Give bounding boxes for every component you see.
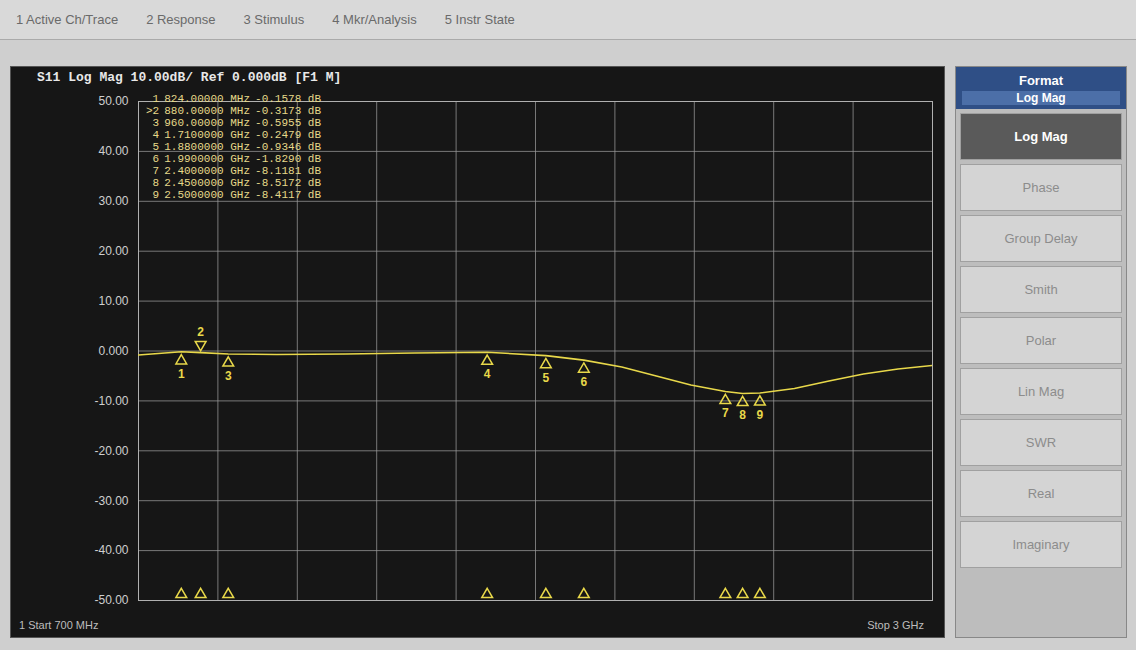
svg-text:-50.00: -50.00	[94, 593, 128, 607]
html-text:1 Active Ch/Trace: 1 Active Ch/Trace	[16, 12, 119, 27]
html-text:Group Delay: Group Delay	[1004, 231, 1078, 246]
html-text:1 824.00000 MHz: 1 824.00000 MHz	[152, 93, 250, 105]
svg-text:30.00: 30.00	[98, 194, 128, 208]
svg-text:40.00: 40.00	[98, 144, 128, 158]
html-text:Polar: Polar	[1025, 333, 1057, 348]
html-text:-0.1578 dB: -0.1578 dB	[255, 93, 321, 105]
svg-text:10.00: 10.00	[98, 294, 128, 308]
html-text:S11 Log Mag 10.00dB/ Ref 0.000: S11 Log Mag 10.00dB/ Ref 0.000dB [F1 M]	[37, 70, 342, 85]
html-text:Lin Mag: Lin Mag	[1017, 384, 1065, 399]
svg-text:-40.00: -40.00	[94, 543, 128, 557]
html-text:-8.1181 dB: -8.1181 dB	[255, 165, 321, 177]
svg-text:9: 9	[757, 408, 764, 422]
html-text:Smith: Smith	[1024, 282, 1058, 297]
html-text:Imaginary: Imaginary	[1012, 537, 1070, 552]
html-text:8 2.4500000 GHz: 8 2.4500000 GHz	[152, 177, 250, 189]
html-text:7 2.4000000 GHz: 7 2.4000000 GHz	[152, 165, 250, 177]
html-text:-1.8290 dB: -1.8290 dB	[255, 153, 321, 165]
html-text:4 Mkr/Analysis: 4 Mkr/Analysis	[332, 12, 417, 27]
html-text:6 1.9900000 GHz: 6 1.9900000 GHz	[152, 153, 250, 165]
svg-text:-30.00: -30.00	[94, 494, 128, 508]
svg-text:4: 4	[484, 367, 491, 381]
svg-text:0.000: 0.000	[98, 344, 128, 358]
html-text:>2 880.00000 MHz: >2 880.00000 MHz	[146, 105, 250, 117]
svg-text:5: 5	[543, 371, 550, 385]
html-text:4 1.7100000 GHz: 4 1.7100000 GHz	[152, 129, 250, 141]
html-text:-0.3173 dB: -0.3173 dB	[255, 105, 321, 117]
svg-text:50.00: 50.00	[98, 94, 128, 108]
html-text:Log Mag: Log Mag	[1014, 129, 1068, 144]
html-text:5 Instr State: 5 Instr State	[444, 12, 515, 27]
svg-text:3: 3	[225, 369, 232, 383]
html-text:2 Response: 2 Response	[146, 12, 216, 27]
html-text:Phase: Phase	[1022, 180, 1060, 195]
html-text:1 Start 700 MHz: 1 Start 700 MHz	[19, 619, 99, 631]
html-text:-8.5172 dB: -8.5172 dB	[255, 177, 321, 189]
html-text:-0.9346 dB: -0.9346 dB	[255, 141, 321, 153]
svg-text:1: 1	[178, 367, 185, 381]
svg-text:-10.00: -10.00	[94, 394, 128, 408]
html-text:SWR: SWR	[1025, 435, 1057, 450]
svg-text:7: 7	[722, 406, 729, 420]
html-text:3 960.00000 MHz: 3 960.00000 MHz	[152, 117, 250, 129]
html-text:Log Mag: Log Mag	[1016, 91, 1066, 105]
svg-text:20.00: 20.00	[98, 244, 128, 258]
html-text:Stop 3 GHz: Stop 3 GHz	[867, 619, 924, 631]
html-text:3 Stimulus: 3 Stimulus	[243, 12, 305, 27]
svg-text:2: 2	[197, 325, 204, 339]
html-text:-0.2479 dB: -0.2479 dB	[255, 129, 321, 141]
html-text:5 1.8800000 GHz: 5 1.8800000 GHz	[152, 141, 250, 153]
svg-text:8: 8	[739, 408, 746, 422]
html-text:9 2.5000000 GHz: 9 2.5000000 GHz	[152, 189, 250, 201]
svg-text:6: 6	[580, 375, 587, 389]
html-text:Real: Real	[1027, 486, 1055, 501]
svg-text:-20.00: -20.00	[94, 444, 128, 458]
html-text:-8.4117 dB: -8.4117 dB	[255, 189, 321, 201]
html-text:Format: Format	[1019, 73, 1063, 88]
html-text:-0.5955 dB: -0.5955 dB	[255, 117, 321, 129]
